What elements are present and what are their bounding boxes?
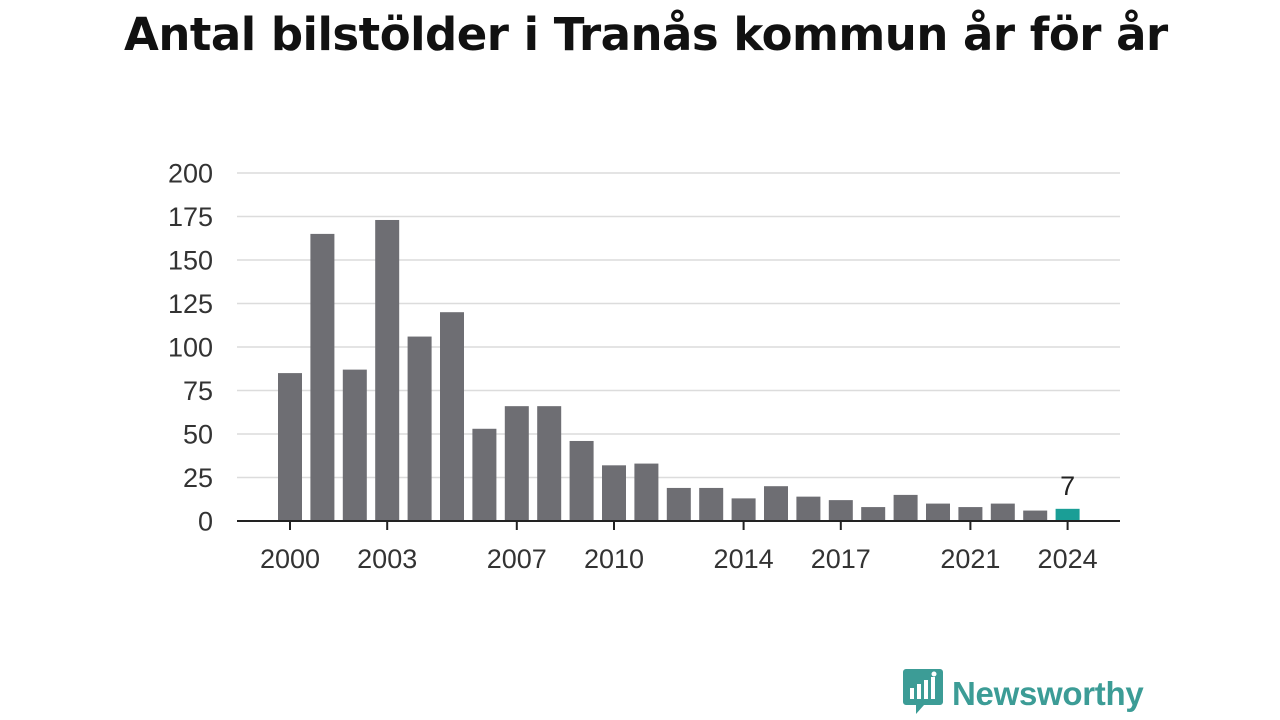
newsworthy-logo-icon [902, 668, 944, 720]
x-tick-label: 2017 [811, 544, 871, 574]
bar-2020 [926, 503, 950, 521]
brand-name: Newsworthy [952, 675, 1144, 712]
bar-2024 [1055, 508, 1080, 521]
bar-2018 [861, 507, 886, 521]
bar-2019 [893, 494, 918, 521]
bar-2010 [602, 465, 626, 521]
bar-2007 [504, 406, 529, 521]
bar-2009 [569, 440, 594, 521]
y-tick-label: 125 [168, 289, 213, 319]
x-tick-label: 2003 [357, 544, 417, 574]
y-tick-label: 175 [168, 202, 213, 232]
bar-2013 [699, 487, 724, 521]
bar-2011 [634, 463, 659, 521]
y-axis-ticks: 0 25 50 75 100 125 150 175 200 [168, 159, 213, 537]
bar-2005 [440, 312, 464, 521]
bar-2008 [537, 406, 562, 521]
bar-2016 [796, 496, 821, 521]
bar-2014 [731, 498, 756, 521]
bar-2006 [472, 428, 497, 521]
x-tick-label: 2021 [940, 544, 1000, 574]
bar-2000 [278, 373, 302, 521]
y-tick-label: 200 [168, 159, 213, 189]
bars [278, 219, 1080, 522]
y-tick-label: 150 [168, 246, 213, 276]
bar-2012 [666, 487, 691, 521]
x-axis-ticks: 2000 2003 2007 2010 2014 2017 2021 2024 [260, 521, 1098, 574]
y-tick-label: 75 [183, 376, 213, 406]
y-tick-label: 0 [198, 507, 213, 537]
data-labels: 7 [1060, 471, 1075, 501]
gridlines [237, 172, 1120, 479]
newsworthy-brand: Newsworthy [902, 668, 1144, 720]
x-tick-label: 2024 [1038, 544, 1098, 574]
bar-2015 [764, 486, 788, 521]
x-tick-label: 2007 [487, 544, 547, 574]
x-tick-label: 2014 [714, 544, 774, 574]
chart-title: Antal bilstölder i Tranås kommun år för … [124, 8, 1168, 61]
data-label-2024: 7 [1060, 471, 1075, 501]
x-tick-label: 2000 [260, 544, 320, 574]
bar-2017 [828, 500, 853, 521]
y-tick-label: 50 [183, 420, 213, 450]
bar-2004 [407, 336, 432, 521]
bar-2021 [958, 507, 983, 521]
bar-2023 [1023, 510, 1048, 521]
bar-2022 [990, 503, 1015, 521]
bar-2002 [342, 369, 367, 521]
y-tick-label: 100 [168, 333, 213, 363]
bar-2001 [310, 233, 335, 521]
y-tick-label: 25 [183, 463, 213, 493]
x-tick-label: 2010 [584, 544, 644, 574]
bar-2003 [375, 219, 400, 522]
